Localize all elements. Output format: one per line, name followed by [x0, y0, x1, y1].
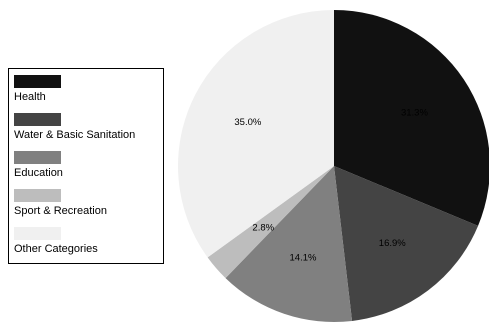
legend-label: Water & Basic Sanitation: [14, 129, 136, 141]
legend-label: Sport & Recreation: [14, 205, 107, 217]
legend-swatch: [14, 75, 61, 88]
slice-label: 14.1%: [290, 253, 317, 264]
legend-swatch: [14, 151, 61, 164]
legend-item: Other Categories: [14, 227, 98, 255]
slice-label: 35.0%: [234, 117, 261, 128]
legend-item: Health: [14, 75, 61, 103]
legend-item: Education: [14, 151, 63, 179]
legend-item: Water & Basic Sanitation: [14, 113, 135, 141]
slice-label: 31.3%: [401, 107, 428, 118]
slice-label: 16.9%: [379, 238, 406, 249]
pie-slice: [207, 166, 334, 279]
pie-slice: [334, 10, 489, 226]
pie-slice: [177, 10, 334, 258]
legend-label: Other Categories: [14, 243, 98, 255]
legend-item: Sport & Recreation: [14, 189, 107, 217]
pie-slice: [225, 166, 353, 323]
legend-label: Education: [14, 167, 63, 179]
legend-swatch: [14, 113, 61, 126]
pie-slice: [334, 166, 479, 321]
legend-label: Health: [14, 91, 46, 103]
legend: Health Water & Basic Sanitation Educatio…: [8, 68, 164, 264]
slice-label: 2.8%: [252, 222, 274, 233]
legend-swatch: [14, 227, 61, 240]
legend-swatch: [14, 189, 61, 202]
